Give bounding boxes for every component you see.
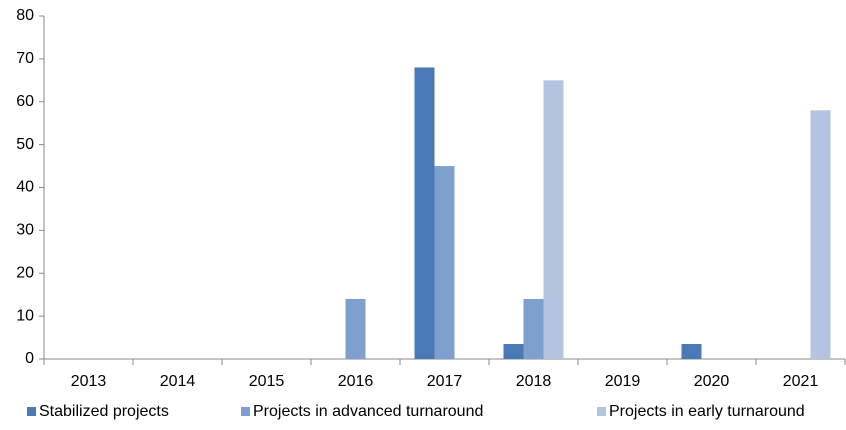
bar <box>523 298 544 359</box>
x-tick-label: 2015 <box>249 373 285 390</box>
y-tick-label: 40 <box>16 179 34 196</box>
x-tick-label: 2019 <box>605 373 641 390</box>
x-tick-label: 2021 <box>783 373 819 390</box>
x-tick-label: 2020 <box>694 373 730 390</box>
legend-label: Projects in early turnaround <box>609 403 805 420</box>
y-tick-label: 70 <box>16 50 34 67</box>
legend-label: Stabilized projects <box>39 403 169 420</box>
bar <box>345 298 366 359</box>
y-tick-label: 30 <box>16 222 34 239</box>
y-tick-label: 10 <box>16 307 34 324</box>
bar <box>503 343 524 359</box>
y-tick-label: 50 <box>16 136 34 153</box>
bar <box>681 343 702 359</box>
x-tick-label: 2016 <box>338 373 374 390</box>
legend-label: Projects in advanced turnaround <box>253 403 483 420</box>
bar <box>810 110 831 359</box>
legend-swatch <box>597 407 606 416</box>
y-tick-label: 20 <box>16 264 34 281</box>
x-tick-label: 2018 <box>516 373 552 390</box>
bar <box>414 67 435 359</box>
y-tick-label: 80 <box>16 7 34 24</box>
x-tick-label: 2014 <box>160 373 196 390</box>
y-tick-label: 60 <box>16 93 34 110</box>
x-tick-label: 2013 <box>71 373 107 390</box>
bar <box>543 80 564 359</box>
legend-swatch <box>241 407 250 416</box>
x-tick-label: 2017 <box>427 373 463 390</box>
y-tick-label: 0 <box>25 350 34 367</box>
legend-swatch <box>27 407 36 416</box>
bar <box>434 166 455 359</box>
